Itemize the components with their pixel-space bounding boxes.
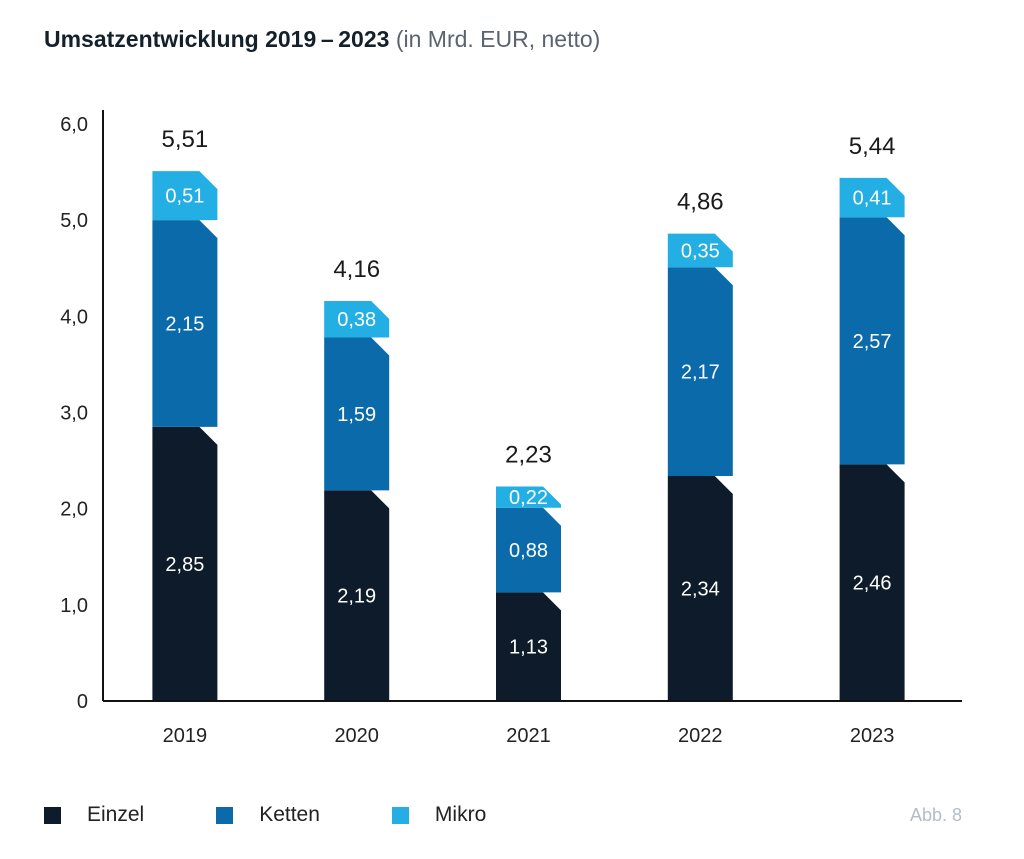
legend-label-ketten: Ketten <box>259 803 320 826</box>
x-tick-label: 2020 <box>334 725 379 747</box>
data-label-einzel: 2,46 <box>853 573 892 595</box>
bar-segment-ketten <box>667 267 733 476</box>
data-label-mikro: 0,38 <box>337 309 376 331</box>
x-tick-label: 2019 <box>163 725 208 747</box>
x-tick-label: 2023 <box>850 725 895 747</box>
y-tick-label: 0 <box>77 691 88 713</box>
legend-swatch-ketten <box>216 806 234 824</box>
data-label-einzel: 2,19 <box>337 586 376 608</box>
bar-segment-mikro <box>324 300 390 338</box>
legend-label-einzel: Einzel <box>87 803 145 826</box>
bar-segment-einzel <box>839 464 905 701</box>
legend-label-mikro: Mikro <box>434 803 487 826</box>
total-label: 4,16 <box>333 256 380 283</box>
bar-segment-ketten <box>839 217 905 465</box>
y-tick-label: 3,0 <box>60 403 88 425</box>
y-tick-label: 6,0 <box>60 114 88 136</box>
total-label: 5,44 <box>849 133 896 160</box>
data-label-ketten: 2,17 <box>681 362 720 384</box>
data-label-einzel: 2,85 <box>165 554 204 576</box>
chart-title-unit: (in Mrd. EUR, netto) <box>395 26 601 52</box>
legend: Einzel Ketten Mikro <box>44 803 558 827</box>
data-label-mikro: 0,22 <box>509 487 548 509</box>
data-label-mikro: 0,35 <box>681 240 720 262</box>
bar-segment-ketten <box>324 337 390 491</box>
bar-segment-einzel <box>152 426 218 701</box>
bar-segment-einzel <box>667 475 733 701</box>
bar-segment-einzel <box>496 592 561 701</box>
total-label: 5,51 <box>162 126 209 153</box>
bar-segment-mikro <box>839 177 905 218</box>
y-tick-label: 2,0 <box>60 499 88 521</box>
data-label-mikro: 0,51 <box>165 186 204 208</box>
bar-segment-ketten <box>496 507 561 593</box>
data-label-ketten: 1,59 <box>337 404 376 426</box>
x-tick-label: 2022 <box>678 725 723 747</box>
legend-swatch-einzel <box>44 806 61 824</box>
chart-title-main: Umsatzentwicklung 2019 – 2023 <box>44 26 390 52</box>
total-label: 4,86 <box>677 189 724 216</box>
data-label-mikro: 0,41 <box>853 188 892 210</box>
legend-item-ketten: Ketten <box>216 803 320 827</box>
bar-segment-mikro <box>152 171 218 221</box>
data-label-ketten: 2,57 <box>853 331 892 353</box>
total-label: 2,23 <box>505 442 552 469</box>
data-label-ketten: 0,88 <box>509 540 548 562</box>
bar-segment-einzel <box>324 490 390 701</box>
data-label-ketten: 2,15 <box>165 314 204 336</box>
chart-title: Umsatzentwicklung 2019 – 2023 (in Mrd. E… <box>44 26 600 53</box>
legend-item-einzel: Einzel <box>44 803 144 827</box>
x-tick-label: 2021 <box>506 725 551 747</box>
y-tick-label: 5,0 <box>60 210 88 232</box>
data-label-einzel: 1,13 <box>509 637 548 659</box>
legend-item-mikro: Mikro <box>391 803 487 827</box>
data-label-einzel: 2,34 <box>681 578 720 600</box>
bar-segment-mikro <box>667 233 733 268</box>
bar-segment-ketten <box>152 220 218 427</box>
legend-swatch-mikro <box>391 806 409 824</box>
bar-segment-mikro <box>496 486 561 508</box>
y-tick-label: 4,0 <box>60 306 88 328</box>
y-tick-label: 1,0 <box>60 595 88 617</box>
stacked-bar-chart: 0 1,0 2,0 3,0 4,0 5,0 6,0 2,85 2,15 0,51 5,51 2019 2… <box>60 110 962 747</box>
figure-reference: Abb. 8 <box>909 805 962 825</box>
